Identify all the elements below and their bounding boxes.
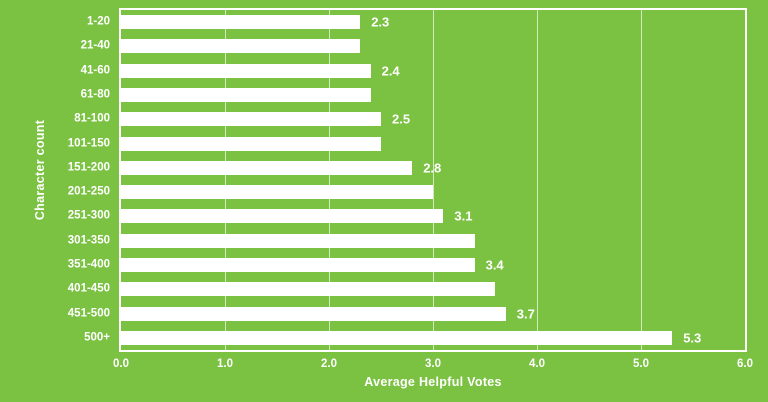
category-label: 451-500 xyxy=(67,306,110,319)
y-axis-category-labels: 1-20 21-40 41-60 61-80 81-100 101-150 151-200 2… xyxy=(0,10,110,350)
x-tick-label: 2.0 xyxy=(321,358,337,370)
bar-151-200 xyxy=(121,160,413,175)
bar-value-label: 2.4 xyxy=(381,63,400,79)
category-label: 21-40 xyxy=(80,39,110,52)
bar-value-label: 3.4 xyxy=(485,257,504,273)
category-label: 151-200 xyxy=(67,161,110,174)
bar-value-label: 2.8 xyxy=(423,160,442,176)
bar-1-20 xyxy=(121,15,361,30)
bar-101-150 xyxy=(121,136,381,151)
category-label: 301-350 xyxy=(67,233,110,246)
bar-value-label: 3.1 xyxy=(454,208,473,224)
x-tick-label: 5.0 xyxy=(633,358,649,370)
category-label: 401-450 xyxy=(67,282,110,295)
gridline xyxy=(537,10,538,350)
bar-value-label: 2.3 xyxy=(371,14,390,30)
category-label: 251-300 xyxy=(67,209,110,222)
bar-81-100 xyxy=(121,112,381,127)
category-label: 61-80 xyxy=(80,88,110,101)
gridline xyxy=(329,10,330,350)
bar-201-250 xyxy=(121,185,433,200)
x-tick-label: 6.0 xyxy=(737,358,753,370)
category-label: 41-60 xyxy=(80,63,110,76)
gridline xyxy=(433,10,434,350)
category-label: 201-250 xyxy=(67,185,110,198)
category-label: 1-20 xyxy=(86,15,110,28)
x-axis-title: Average Helpful Votes xyxy=(364,375,502,389)
x-tick-label: 1.0 xyxy=(217,358,233,370)
bar-401-450 xyxy=(121,282,496,297)
x-tick-label: 0.0 xyxy=(113,358,129,370)
bar-value-label: 2.5 xyxy=(392,111,411,127)
plot-area: 2.3 2.4 2.5 2.8 3.1 3.4 3.7 5.3 xyxy=(119,8,747,352)
bar-41-60 xyxy=(121,63,371,78)
x-axis-tick-labels: 0.0 1.0 2.0 3.0 4.0 5.0 6.0 xyxy=(113,358,753,373)
gridline xyxy=(641,10,642,350)
bar-451-500 xyxy=(121,306,506,321)
gridline xyxy=(225,10,226,350)
bar-61-80 xyxy=(121,88,371,102)
category-label: 351-400 xyxy=(67,258,110,271)
bar-21-40 xyxy=(121,39,361,54)
bar-251-300 xyxy=(121,209,444,224)
category-label: 101-150 xyxy=(67,136,110,149)
bar-351-400 xyxy=(121,258,475,272)
bar-value-label: 5.3 xyxy=(683,330,702,346)
x-tick-label: 4.0 xyxy=(529,358,545,370)
bar-500+ xyxy=(121,330,673,345)
x-tick-label: 3.0 xyxy=(425,358,441,370)
category-label: 500+ xyxy=(84,331,110,344)
bar-value-label: 3.7 xyxy=(516,306,535,322)
category-label: 81-100 xyxy=(74,112,110,125)
bar-301-350 xyxy=(121,233,475,248)
